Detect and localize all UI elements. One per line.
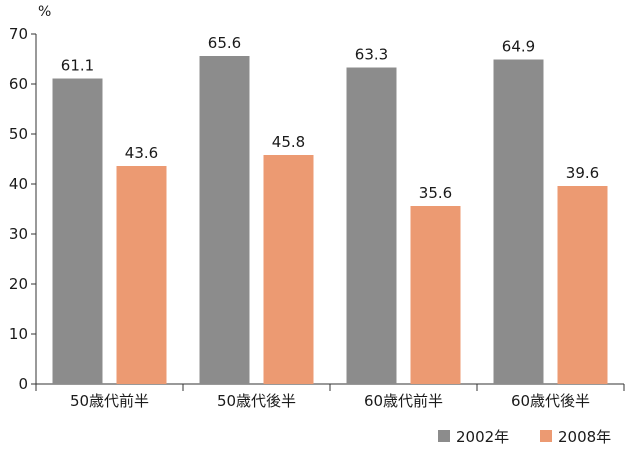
legend: 2002年 2008年 bbox=[438, 428, 611, 446]
bar bbox=[52, 78, 103, 384]
category-label: 50歳代後半 bbox=[217, 392, 296, 410]
y-tick-label: 20 bbox=[9, 275, 28, 293]
y-tick-label: 70 bbox=[9, 25, 28, 43]
y-tick-label: 0 bbox=[18, 375, 28, 393]
category-label: 50歳代前半 bbox=[70, 392, 149, 410]
data-label: 63.3 bbox=[355, 46, 388, 64]
bar bbox=[410, 206, 461, 384]
bar bbox=[557, 186, 608, 384]
y-tick-label: 30 bbox=[9, 225, 28, 243]
legend-swatch bbox=[438, 430, 450, 442]
bars: 61.1 43.6 65.6 45.8 63.3 35.6 64.9 39.6 bbox=[52, 34, 608, 384]
x-axis: 50歳代前半 50歳代後半 60歳代前半 60歳代後半 bbox=[35, 383, 625, 410]
bar bbox=[116, 166, 167, 384]
y-tick-label: 60 bbox=[9, 75, 28, 93]
bar bbox=[493, 59, 544, 384]
y-tick-label: 40 bbox=[9, 175, 28, 193]
data-label: 64.9 bbox=[502, 38, 535, 56]
y-axis: 0 10 20 30 40 50 60 70 bbox=[9, 25, 37, 393]
unit-label: % bbox=[38, 4, 51, 20]
data-label: 43.6 bbox=[125, 144, 158, 162]
data-label: 45.8 bbox=[272, 133, 305, 151]
legend-label: 2002年 bbox=[456, 428, 509, 446]
legend-label: 2008年 bbox=[558, 428, 611, 446]
data-label: 39.6 bbox=[566, 164, 599, 182]
category-label: 60歳代前半 bbox=[364, 392, 443, 410]
category-label: 60歳代後半 bbox=[511, 392, 590, 410]
data-label: 65.6 bbox=[208, 34, 241, 52]
data-label: 61.1 bbox=[61, 57, 94, 75]
legend-swatch bbox=[540, 430, 552, 442]
y-tick-label: 10 bbox=[9, 325, 28, 343]
bar bbox=[263, 155, 314, 384]
bar bbox=[346, 67, 397, 384]
data-label: 35.6 bbox=[419, 184, 452, 202]
bar bbox=[199, 56, 250, 384]
y-tick-label: 50 bbox=[9, 125, 28, 143]
